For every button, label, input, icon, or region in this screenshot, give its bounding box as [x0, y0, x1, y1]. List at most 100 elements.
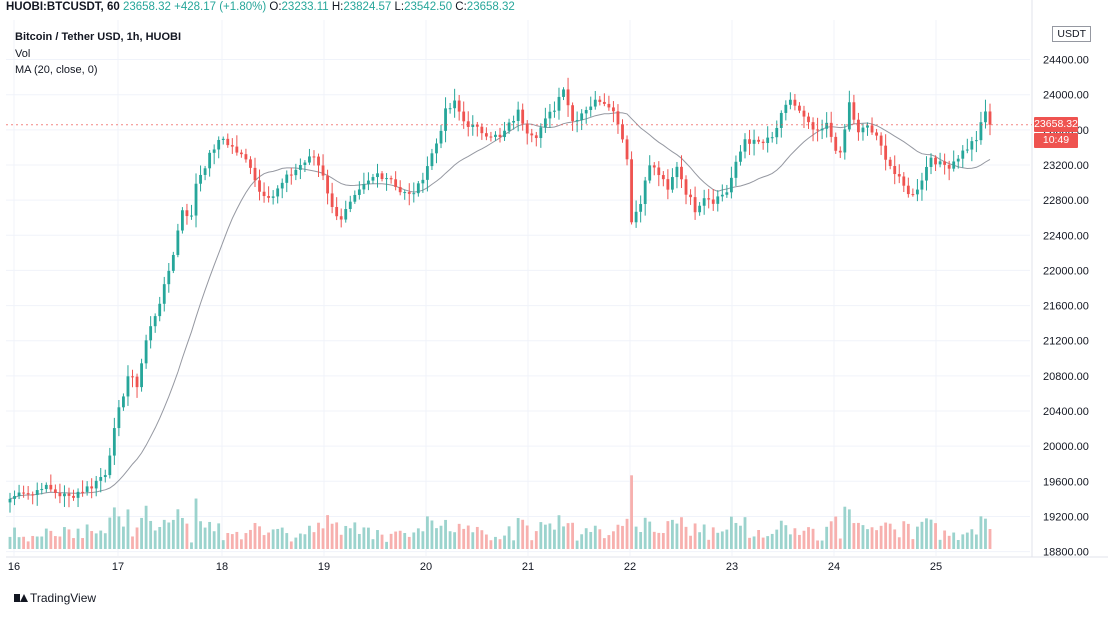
- candle-body: [462, 111, 466, 122]
- candle: [720, 184, 724, 202]
- candle-body: [484, 133, 488, 137]
- candle: [807, 112, 810, 129]
- volume-bar: [598, 529, 602, 549]
- volume-bar: [838, 538, 842, 549]
- volume-bar: [44, 528, 48, 549]
- candle: [507, 118, 511, 134]
- volume-bar: [916, 526, 919, 549]
- low-label: L:: [394, 1, 405, 13]
- candle-body: [117, 407, 121, 429]
- volume-bar: [575, 540, 579, 549]
- candle-body: [81, 491, 84, 493]
- candle-body: [675, 166, 679, 178]
- candle: [249, 156, 252, 175]
- bar-countdown-label: 10:49: [1034, 132, 1078, 148]
- candle: [743, 133, 747, 159]
- candle: [630, 151, 633, 225]
- candle-body: [607, 103, 611, 108]
- candle-body: [498, 134, 502, 138]
- candle: [58, 483, 62, 504]
- candle: [911, 188, 915, 197]
- candle: [26, 486, 30, 500]
- volume-bar: [961, 534, 965, 549]
- volume-bar: [330, 523, 334, 549]
- candle-body: [285, 174, 289, 183]
- candle: [739, 145, 742, 166]
- volume-bar: [925, 518, 928, 549]
- candle: [779, 110, 783, 138]
- volume-bar: [126, 509, 130, 549]
- volume-bar: [879, 525, 883, 549]
- candle: [489, 131, 493, 142]
- volume-bar: [267, 532, 271, 549]
- volume-bar: [788, 534, 792, 549]
- candle-body: [857, 119, 860, 133]
- y-tick-label: 18800.00: [1043, 547, 1089, 559]
- volume-legend[interactable]: Vol: [15, 48, 31, 60]
- candle-body: [661, 175, 665, 180]
- candle-body: [289, 174, 293, 176]
- candle-body: [807, 116, 810, 123]
- candle-body: [367, 180, 370, 185]
- volume-bar: [235, 531, 239, 549]
- candle: [403, 189, 407, 200]
- candle: [471, 115, 475, 136]
- candle-body: [598, 99, 602, 102]
- candle-body: [534, 135, 538, 139]
- volume-bar: [870, 527, 874, 549]
- candle-body: [571, 105, 574, 122]
- volume-bar: [72, 538, 75, 549]
- volume-bar: [217, 523, 221, 549]
- candle-body: [961, 150, 965, 159]
- candle: [276, 185, 280, 204]
- candle-body: [525, 123, 529, 134]
- candle: [879, 132, 883, 155]
- candle: [829, 111, 833, 143]
- candle-body: [171, 254, 175, 271]
- volume-bar: [602, 538, 606, 549]
- candle-body: [149, 326, 153, 341]
- candle-body: [158, 303, 162, 317]
- volume-bar: [702, 524, 706, 549]
- chart-title: Bitcoin / Tether USD, 1h, HUOBI: [15, 31, 182, 43]
- ma-legend[interactable]: MA (20, close, 0): [15, 64, 98, 76]
- tradingview-logo[interactable]: TradingView: [14, 591, 96, 605]
- candle: [702, 189, 706, 215]
- candle-body: [448, 108, 452, 110]
- candle-body: [870, 125, 874, 133]
- volume-bar: [249, 529, 252, 549]
- candle: [235, 135, 239, 156]
- volume-bar: [99, 530, 103, 549]
- volume-bar: [221, 540, 225, 549]
- candle: [761, 139, 765, 150]
- candle-body: [489, 136, 493, 138]
- volume-bar: [471, 532, 475, 549]
- candle: [943, 153, 947, 175]
- candle-body: [122, 396, 125, 408]
- close-label: C:: [455, 1, 467, 13]
- candle-body: [199, 174, 202, 184]
- candle: [798, 102, 801, 114]
- volume-bar: [453, 532, 457, 549]
- volume-bar: [367, 527, 370, 549]
- candle: [870, 117, 874, 135]
- candle: [176, 223, 180, 258]
- volume-bar: [693, 523, 697, 549]
- candle-body: [861, 127, 865, 133]
- currency-button[interactable]: USDT: [1052, 26, 1091, 42]
- candle: [925, 156, 928, 191]
- candle-body: [911, 194, 915, 196]
- candle-body: [348, 201, 352, 210]
- candle-body: [389, 178, 393, 180]
- candle-body: [226, 138, 230, 146]
- candle: [466, 111, 470, 137]
- volume-bar: [734, 522, 738, 549]
- candle: [289, 167, 293, 185]
- volume-bar: [675, 523, 679, 549]
- candle-body: [757, 139, 761, 142]
- candle-body: [884, 145, 888, 160]
- candle-body: [648, 165, 652, 181]
- candle: [162, 276, 166, 312]
